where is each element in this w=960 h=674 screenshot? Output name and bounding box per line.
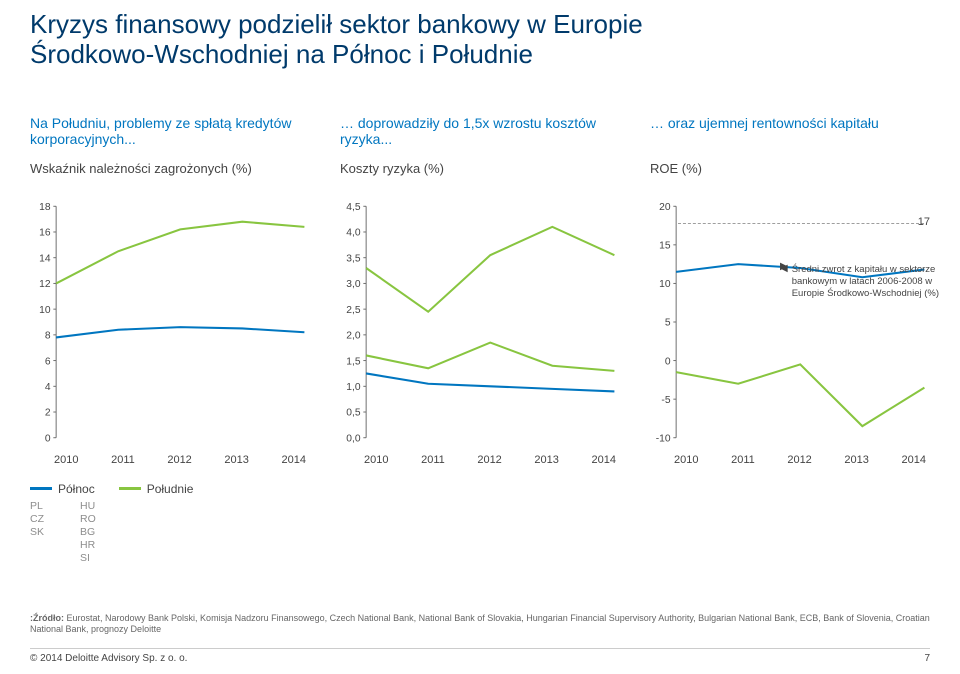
triangle-left-icon: ◀ (780, 264, 788, 274)
subhead-2: … doprowadziły do 1,5x wzrostu kosztów r… (340, 115, 620, 153)
code: BG (80, 526, 96, 538)
chart-1-svg: 0 2 4 6 8 10 12 14 16 18 (30, 192, 310, 452)
chart-1-xlabels: 2010 2011 2012 2013 2014 (30, 452, 310, 466)
svg-text:4,5: 4,5 (346, 202, 361, 213)
svg-text:2,0: 2,0 (346, 330, 361, 341)
legend-codes: PL CZ SK HU RO BG HR SI (30, 500, 310, 564)
axis-label-2: Koszty ryzyka (%) (340, 161, 620, 176)
chart-3-svg: -10 -5 0 5 10 15 20 (650, 192, 930, 452)
xlabel: 2012 (787, 454, 811, 466)
xlabel: 2014 (901, 454, 925, 466)
legend-south-label: Południe (147, 482, 194, 496)
legend-block: Północ Południe PL CZ SK HU RO BG HR (30, 482, 310, 564)
svg-text:15: 15 (659, 240, 671, 251)
title-line-2: Środkowo-Wschodniej na Północ i Południe (30, 40, 930, 70)
col-2-head: … doprowadziły do 1,5x wzrostu kosztów r… (340, 115, 620, 176)
legend-north-label: Północ (58, 482, 95, 496)
footer-page: 7 (924, 653, 930, 664)
chart-3-wrap: -10-505101520 17 ▶ ◀ Średni zwrot z kapi… (650, 192, 930, 452)
chart-3-xlabels: 2010 2011 2012 2013 2014 (650, 452, 930, 466)
chart-1-col: 0 2 4 6 8 10 12 14 16 18 2010 2011 2012 2013 2014… (30, 192, 310, 564)
svg-text:2: 2 (45, 408, 51, 419)
svg-text:1,5: 1,5 (346, 356, 361, 367)
svg-text:8: 8 (45, 330, 51, 341)
chart-2-wrap: 0,0 0,5 1,0 1,5 2,0 2,5 3,0 3,5 4,0 4,5 (340, 192, 620, 452)
xlabel: 2010 (364, 454, 388, 466)
code: CZ (30, 513, 44, 525)
chart-2-svg: 0,0 0,5 1,0 1,5 2,0 2,5 3,0 3,5 4,0 4,5 (340, 192, 620, 452)
svg-text:6: 6 (45, 356, 51, 367)
ref-label-17: 17 (918, 216, 930, 228)
xlabel: 2011 (731, 454, 755, 466)
svg-text:4: 4 (45, 382, 51, 393)
svg-text:12: 12 (39, 279, 51, 290)
chart-2-col: 0,0 0,5 1,0 1,5 2,0 2,5 3,0 3,5 4,0 4,5 2010 2011… (340, 192, 620, 564)
legend-north-codes: PL CZ SK (30, 500, 44, 564)
xlabel: 2013 (224, 454, 248, 466)
svg-text:10: 10 (659, 279, 671, 290)
svg-text:0: 0 (45, 433, 51, 444)
page-title: Kryzys finansowy podzielił sektor bankow… (30, 10, 930, 70)
subhead-1: Na Południu, problemy ze spłatą kredytów… (30, 115, 310, 153)
chart-3-col: -10-505101520 17 ▶ ◀ Średni zwrot z kapi… (650, 192, 930, 564)
legend-south: Południe (119, 482, 194, 496)
chart-1-wrap: 0 2 4 6 8 10 12 14 16 18 (30, 192, 310, 452)
axis-label-1: Wskaźnik należności zagrożonych (%) (30, 161, 310, 176)
charts-row: 024681012141618 2010 2011 2012 2013 2014… (30, 192, 930, 564)
legend-south-codes: HU RO BG HR SI (80, 500, 96, 564)
svg-text:0,5: 0,5 (346, 408, 361, 419)
footer: © 2014 Deloitte Advisory Sp. z o. o. 7 (30, 648, 930, 664)
svg-text:2,5: 2,5 (346, 305, 361, 316)
svg-text:1,0: 1,0 (346, 382, 361, 393)
svg-text:0: 0 (665, 356, 671, 367)
source-line: :Źródło: Eurostat, Narodowy Bank Polski,… (30, 613, 930, 636)
roe-note-text: Średni zwrot z kapitału w sektorze banko… (792, 264, 950, 300)
footer-copyright: © 2014 Deloitte Advisory Sp. z o. o. (30, 653, 187, 664)
code: PL (30, 500, 44, 512)
code: SK (30, 526, 44, 538)
axis-label-3: ROE (%) (650, 161, 930, 176)
svg-text:5: 5 (665, 318, 671, 329)
svg-text:-5: -5 (661, 395, 670, 406)
subhead-row: Na Południu, problemy ze spłatą kredytów… (30, 115, 930, 176)
legend-north: Północ (30, 482, 95, 496)
source-prefix: :Źródło: (30, 613, 67, 623)
xlabel: 2014 (281, 454, 305, 466)
code: RO (80, 513, 96, 525)
chart-2-xlabels: 2010 2011 2012 2013 2014 (340, 452, 620, 466)
source-text: Eurostat, Narodowy Bank Polski, Komisja … (30, 613, 930, 635)
svg-text:16: 16 (39, 227, 51, 238)
svg-text:18: 18 (39, 202, 51, 213)
svg-text:3,0: 3,0 (346, 279, 361, 290)
svg-text:10: 10 (39, 305, 51, 316)
xlabel: 2011 (111, 454, 135, 466)
svg-text:20: 20 (659, 202, 671, 213)
ref-line-17 (678, 223, 924, 224)
legend-swatch-south (119, 487, 141, 490)
svg-text:3,5: 3,5 (346, 253, 361, 264)
svg-text:4,0: 4,0 (346, 227, 361, 238)
svg-text:-10: -10 (656, 433, 671, 444)
xlabel: 2013 (534, 454, 558, 466)
legend-row: Północ Południe (30, 482, 310, 496)
code: HU (80, 500, 96, 512)
svg-text:0,0: 0,0 (346, 433, 361, 444)
code: SI (80, 552, 96, 564)
xlabel: 2010 (674, 454, 698, 466)
title-line-1: Kryzys finansowy podzielił sektor bankow… (30, 10, 930, 40)
xlabel: 2011 (421, 454, 445, 466)
xlabel: 2013 (844, 454, 868, 466)
legend-swatch-north (30, 487, 52, 490)
subhead-3: … oraz ujemnej rentowności kapitału (650, 115, 930, 153)
svg-text:14: 14 (39, 253, 51, 264)
col-3-head: … oraz ujemnej rentowności kapitału ROE … (650, 115, 930, 176)
col-1-head: Na Południu, problemy ze spłatą kredytów… (30, 115, 310, 176)
xlabel: 2012 (167, 454, 191, 466)
xlabel: 2010 (54, 454, 78, 466)
roe-note: ▶ ◀ Średni zwrot z kapitału w sektorze b… (780, 262, 950, 300)
code: HR (80, 539, 96, 551)
xlabel: 2012 (477, 454, 501, 466)
xlabel: 2014 (591, 454, 615, 466)
